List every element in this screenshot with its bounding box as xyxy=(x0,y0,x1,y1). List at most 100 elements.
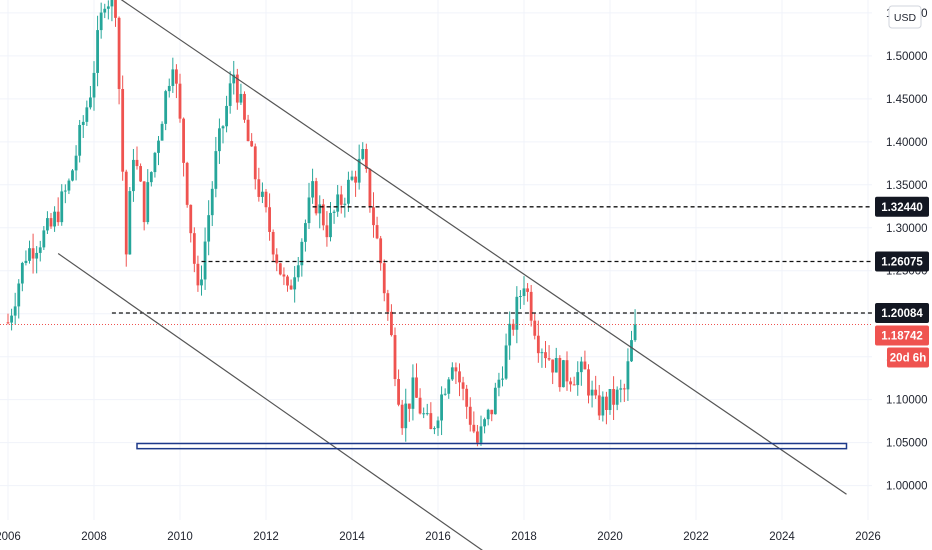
candle-body xyxy=(329,212,332,238)
candle-body xyxy=(221,126,225,129)
candle-body xyxy=(454,367,458,372)
candle-body xyxy=(597,395,601,416)
time-axis[interactable]: 2006 2008 2010 2012 2014 2016 2018 2020 2022 2024… xyxy=(0,531,881,543)
candle-body xyxy=(486,409,490,420)
candle-body xyxy=(85,107,89,122)
candle-body xyxy=(583,361,587,370)
candle-body xyxy=(243,93,246,120)
candle-body xyxy=(92,72,96,98)
candle-body xyxy=(135,159,139,167)
candle-body xyxy=(35,252,39,259)
candle-body xyxy=(250,141,254,147)
candle-body xyxy=(390,311,393,336)
candle-body xyxy=(300,241,304,266)
candle-body xyxy=(483,419,486,427)
level-label-bg xyxy=(875,196,929,217)
candle-body xyxy=(425,413,429,415)
countdown-label: 20d 6h xyxy=(890,353,926,365)
candle-body xyxy=(361,148,365,159)
candle-body xyxy=(490,409,494,415)
candle-body xyxy=(296,265,300,278)
y-tick-label: 1.50000 xyxy=(886,51,928,63)
candle-body xyxy=(619,388,623,390)
candle-body xyxy=(501,378,504,380)
candle-body xyxy=(400,404,404,429)
candle-body xyxy=(146,182,150,223)
candle-body xyxy=(78,125,82,156)
candle-body xyxy=(200,279,203,286)
candle-body xyxy=(536,335,540,354)
candle-body xyxy=(153,152,157,173)
candle-body xyxy=(275,254,279,264)
level-label: 1.26075 xyxy=(881,257,923,269)
candle-body xyxy=(357,158,361,183)
candle-body xyxy=(6,322,10,324)
candle-body xyxy=(17,283,21,307)
candle-body xyxy=(372,207,375,226)
level-label: 1.32440 xyxy=(881,202,923,214)
candle-body xyxy=(160,123,164,141)
y-tick-label: 1.40000 xyxy=(886,137,928,149)
x-tick-label: 2010 xyxy=(167,531,193,543)
candle-body xyxy=(282,274,286,277)
candle-body xyxy=(594,389,598,396)
candle-body xyxy=(261,191,264,197)
candle-body xyxy=(436,420,440,429)
candle-body xyxy=(526,288,529,292)
candle-body xyxy=(343,203,347,205)
candle-body xyxy=(207,215,211,242)
price-labels: 1.32440 1.26075 1.20084 1.18742 20d 6h xyxy=(875,196,929,368)
x-tick-label: 2018 xyxy=(511,531,537,543)
candle-body xyxy=(264,191,268,208)
candle-body xyxy=(67,180,71,191)
candle-body xyxy=(612,389,615,405)
candle-body xyxy=(382,263,386,294)
candle-body xyxy=(519,296,522,298)
y-tick-label: 1.00000 xyxy=(886,481,928,493)
candle-body xyxy=(13,306,17,316)
x-tick-label: 2014 xyxy=(339,531,365,543)
candle-body xyxy=(458,371,461,383)
candle-body xyxy=(10,315,13,323)
candle-body xyxy=(232,74,236,84)
candle-body xyxy=(515,296,519,330)
candle-body xyxy=(314,181,318,214)
candle-body xyxy=(121,89,125,172)
x-tick-label: 2006 xyxy=(0,531,21,543)
candle-body xyxy=(117,17,121,90)
candle-body xyxy=(468,406,472,425)
candle-body xyxy=(164,91,168,124)
candle-body xyxy=(576,372,580,386)
candle-body xyxy=(178,83,182,119)
candle-body xyxy=(511,323,515,330)
candle-body xyxy=(415,377,418,398)
level-label: 1.20084 xyxy=(881,308,923,320)
candle-body xyxy=(590,389,594,396)
candle-body xyxy=(182,118,185,163)
candle-body xyxy=(433,428,436,430)
candle-body xyxy=(239,93,243,103)
candle-body xyxy=(579,361,583,373)
candle-body xyxy=(529,291,533,321)
candle-body xyxy=(103,8,107,13)
candle-body xyxy=(304,223,307,242)
candle-body xyxy=(278,263,282,275)
candle-body xyxy=(544,352,547,359)
y-tick-label: 1.30000 xyxy=(886,223,928,235)
candle-body xyxy=(368,168,372,208)
candle-body xyxy=(418,397,422,414)
candle-body xyxy=(493,387,497,415)
x-tick-label: 2026 xyxy=(855,531,881,543)
candle-body xyxy=(89,97,92,108)
candle-body xyxy=(110,0,114,7)
candle-body xyxy=(192,233,196,264)
candle-body xyxy=(626,361,630,390)
candle-body xyxy=(386,293,390,312)
candle-body xyxy=(189,204,193,234)
countdown-label-bg xyxy=(887,347,929,368)
current-price-label: 1.18742 xyxy=(881,331,923,343)
currency-badge[interactable]: USD xyxy=(888,5,922,29)
candle-body xyxy=(364,148,368,169)
candle-body xyxy=(601,396,605,416)
